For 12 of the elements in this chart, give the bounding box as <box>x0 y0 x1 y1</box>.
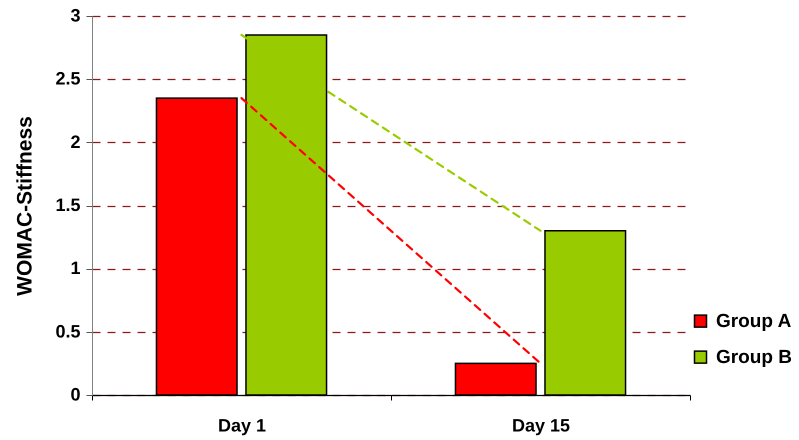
y-tick-label: 2.5 <box>55 68 80 89</box>
x-tick-label: Day 15 <box>512 416 570 436</box>
legend-label: Group A <box>716 311 792 332</box>
y-tick-label: 2 <box>70 132 80 152</box>
y-axis-title: WOMAC-Stiffness <box>13 116 36 296</box>
legend-label: Group B <box>716 347 792 368</box>
y-tick-label: 1 <box>70 258 80 278</box>
y-tick-label: 0 <box>70 384 80 404</box>
y-tick-label: 1.5 <box>55 195 80 215</box>
y-tick-label: 0.5 <box>55 321 80 342</box>
y-tick-label: 3 <box>70 6 80 26</box>
x-tick-label: Day 1 <box>218 416 266 436</box>
